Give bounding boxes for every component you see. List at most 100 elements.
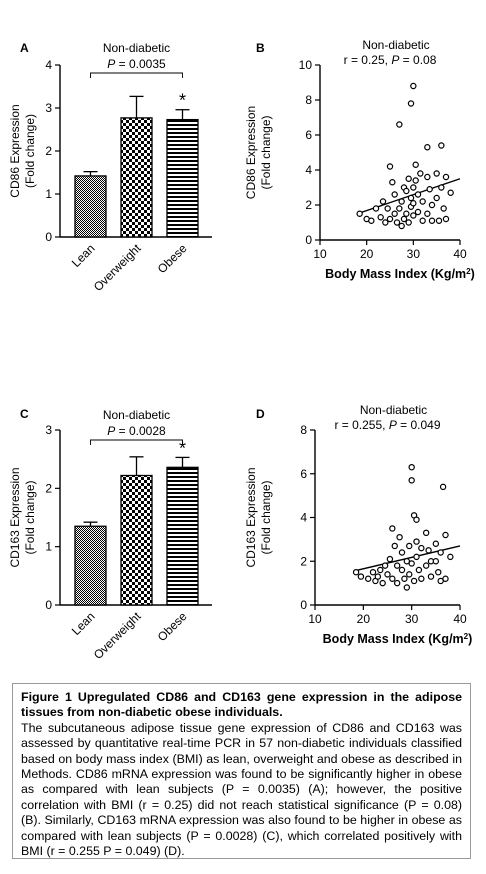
data-point [426, 186, 433, 193]
data-point [403, 187, 410, 195]
x-axis-title: Body Mass Index (Kg/m2) [323, 632, 473, 647]
data-point [438, 142, 445, 149]
y-tick-label: 4 [300, 511, 307, 525]
data-point [407, 194, 415, 202]
y-axis-title-line-1: CD86 Expression [244, 106, 258, 199]
data-point [447, 553, 454, 561]
y-tick-label: 1 [45, 540, 52, 554]
y-tick-label: 2 [45, 144, 52, 158]
data-point [398, 549, 406, 556]
data-point [408, 463, 415, 471]
data-point [410, 200, 417, 207]
y-tick-label: 4 [45, 58, 52, 72]
data-point [356, 210, 363, 217]
panel-label-d: D [256, 407, 265, 421]
data-point [405, 175, 412, 182]
data-point [428, 201, 436, 209]
data-point [427, 573, 435, 580]
x-tick-label: 20 [357, 612, 371, 626]
bar-overweight [120, 474, 153, 606]
data-point [384, 571, 391, 578]
y-tick-label: 8 [300, 423, 307, 437]
data-point [408, 560, 415, 567]
data-point [435, 217, 443, 224]
y-tick-label: 2 [300, 554, 307, 568]
data-point [447, 189, 454, 196]
data-point [396, 121, 403, 128]
significance-star: * [179, 438, 186, 458]
x-tick-label: Overweight [91, 609, 144, 662]
y-tick-label: 3 [45, 423, 52, 437]
y-axis-title-line-2: (Fold change) [23, 480, 37, 554]
data-point [379, 198, 387, 205]
x-tick-label: 30 [407, 247, 421, 261]
p-value-label: P = 0.0035 [107, 57, 166, 71]
data-point [406, 542, 413, 550]
data-point [352, 568, 360, 576]
data-point [386, 555, 394, 563]
data-point [391, 191, 398, 198]
data-point [410, 212, 417, 219]
y-axis-title: CD163 Expression (Fold change) [8, 467, 37, 567]
data-point [422, 562, 430, 569]
data-point [389, 575, 396, 582]
y-tick-label: 0 [45, 598, 52, 612]
data-point [386, 163, 394, 170]
data-point [432, 540, 440, 547]
correlation-stats: r = 0.255, P = 0.049 [334, 418, 440, 432]
y-axis-title: CD86 Expression (Fold change) [244, 106, 273, 199]
figure-caption: Figure 1 Upregulated CD86 and CD163 gene… [12, 683, 471, 859]
data-point [357, 573, 365, 580]
correlation-stats: r = 0.25, P = 0.08 [344, 53, 437, 67]
data-point [384, 205, 391, 212]
chart-title: Non-diabetic [103, 408, 170, 422]
data-point [379, 579, 386, 587]
data-point [368, 217, 375, 224]
y-tick-label: 2 [305, 198, 312, 212]
data-point [424, 210, 431, 217]
y-axis-title-line-1: CD163 Expression [244, 467, 258, 567]
y-axis-title-line-1: CD86 Expression [8, 104, 22, 197]
data-point [418, 575, 425, 582]
y-tick-label: 6 [305, 128, 312, 142]
data-point [410, 82, 417, 90]
data-point [413, 553, 420, 561]
y-tick-label: 0 [300, 598, 307, 612]
bar-overweight [120, 117, 153, 238]
x-tick-label: Obese [155, 609, 190, 644]
data-point [391, 210, 398, 217]
data-point [364, 575, 372, 582]
caption-title: Figure 1 Upregulated CD86 and CD163 gene… [21, 690, 462, 720]
caption-body: The subcutaneous adipose tissue gene exp… [21, 720, 462, 859]
data-point [398, 198, 405, 205]
panel-label-b: B [256, 41, 265, 55]
data-point [393, 219, 401, 226]
data-point [425, 547, 432, 554]
data-point [422, 529, 430, 537]
data-point [391, 542, 398, 550]
y-tick-label: 4 [305, 163, 312, 177]
data-point [400, 215, 408, 223]
data-point [424, 173, 431, 181]
x-tick-label: Lean [69, 241, 98, 270]
x-tick-label: Obese [155, 241, 190, 276]
data-point [413, 538, 420, 545]
data-point [396, 205, 403, 212]
y-tick-label: 8 [305, 93, 312, 107]
bar-lean [74, 175, 107, 238]
data-point [382, 219, 389, 226]
data-point [389, 179, 396, 186]
y-axis-title: CD163 Expression (Fold change) [244, 467, 273, 567]
x-tick-label: 10 [313, 247, 327, 261]
data-point [381, 562, 389, 569]
data-point [408, 477, 415, 484]
panel-label-c: C [20, 407, 29, 421]
chart-title: Non-diabetic [103, 41, 170, 55]
data-point [393, 562, 401, 569]
x-tick-label: Lean [69, 609, 98, 638]
data-point [401, 575, 408, 582]
